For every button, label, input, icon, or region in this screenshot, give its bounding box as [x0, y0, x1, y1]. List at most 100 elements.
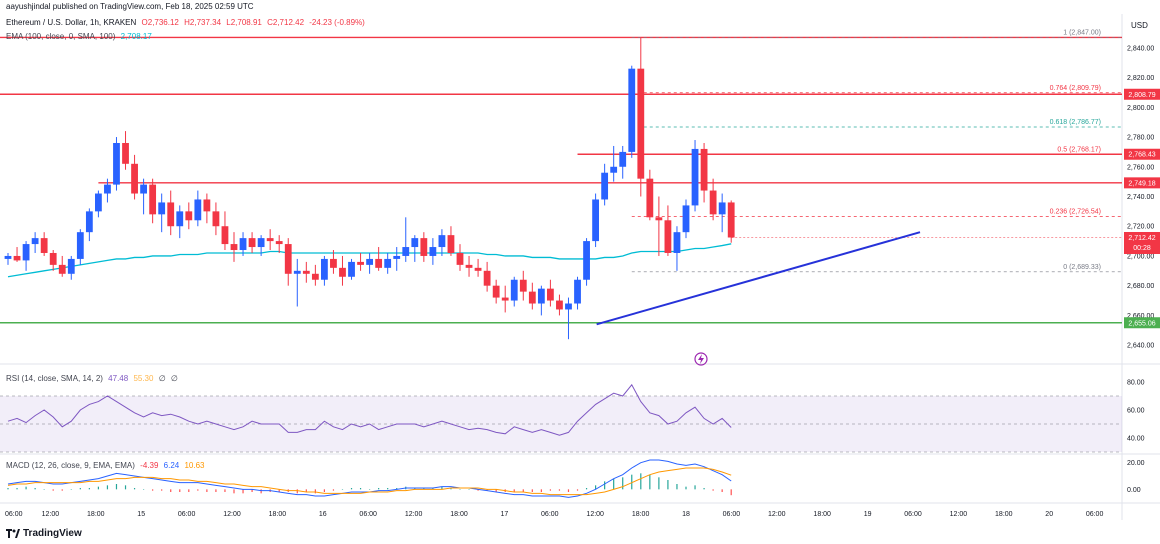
- macd-histogram-bar: [323, 489, 325, 492]
- macd-histogram-bar: [468, 489, 470, 490]
- candle-body: [709, 190, 717, 215]
- candle-body: [592, 199, 599, 242]
- macd-histogram-bar: [576, 489, 579, 491]
- macd-histogram-bar: [197, 489, 199, 491]
- macd-histogram-bar: [486, 489, 488, 491]
- candle-body: [556, 300, 563, 310]
- support-trendline: [596, 231, 921, 326]
- candle-body: [637, 68, 645, 179]
- candle-body: [149, 184, 157, 215]
- macd-histogram-bar: [703, 488, 705, 490]
- candle-body: [438, 235, 446, 248]
- macd-histogram-bar: [161, 489, 163, 491]
- candle-body: [411, 238, 419, 248]
- macd-histogram-bar: [477, 489, 479, 491]
- macd-histogram-bar: [369, 489, 371, 490]
- time-tick-label: 18:00: [813, 511, 831, 518]
- time-tick-label: 06:00: [723, 511, 741, 518]
- macd-histogram-bar: [332, 489, 335, 491]
- alert-marker-icon: [694, 352, 708, 366]
- macd-histogram-bar: [712, 489, 714, 491]
- macd-histogram-bar: [170, 489, 172, 492]
- level-price-tag-text: 2,808.79: [1128, 92, 1155, 99]
- macd-histogram-bar: [133, 488, 136, 490]
- candle-body: [140, 184, 147, 194]
- macd-legend[interactable]: MACD (12, 26, close, 9, EMA, EMA) -4.39 …: [6, 461, 207, 470]
- candle-body: [474, 267, 482, 271]
- fib-level-label: 0.5 (2,768.17): [1057, 147, 1101, 154]
- macd-histogram-bar: [414, 488, 416, 490]
- macd-histogram-bar: [459, 489, 461, 490]
- candle-body: [610, 166, 618, 173]
- time-tick-label: 06:00: [5, 511, 23, 518]
- macd-histogram-bar: [7, 488, 9, 490]
- price-tick-label: 2,700.00: [1127, 253, 1154, 260]
- time-tick-label: 15: [137, 511, 145, 518]
- candle-body: [519, 279, 527, 292]
- macd-histogram-bar: [685, 486, 687, 490]
- macd-label: MACD (12, 26, close, 9, EMA, EMA): [6, 461, 135, 470]
- macd-histogram-bar: [396, 488, 398, 490]
- candle-body: [131, 163, 138, 194]
- price-tick-label: 2,720.00: [1127, 224, 1154, 231]
- candle-body: [266, 238, 274, 242]
- macd-histogram-bar: [278, 489, 280, 492]
- macd-histogram-bar: [70, 489, 72, 490]
- time-tick-label: 12:00: [768, 511, 786, 518]
- candle-body: [574, 279, 581, 304]
- macd-histogram-bar: [441, 486, 443, 490]
- ema-legend[interactable]: EMA (100, close, 0, SMA, 100) 2,708.17: [6, 32, 155, 41]
- candle-body: [456, 252, 464, 265]
- time-tick-label: 12:00: [223, 511, 241, 518]
- macd-histogram-bar: [296, 489, 298, 494]
- tradingview-footer[interactable]: TradingView: [6, 528, 82, 539]
- macd-histogram-bar: [549, 489, 551, 491]
- macd-hist-value: -4.39: [140, 461, 159, 470]
- macd-histogram-bar: [513, 489, 515, 492]
- candle-body: [682, 205, 690, 233]
- candle-body: [4, 255, 12, 259]
- candle-body: [203, 199, 211, 212]
- countdown-text: 00:28: [1133, 245, 1151, 252]
- candle-body: [348, 261, 355, 277]
- candle-body: [628, 68, 636, 152]
- candle-body: [67, 258, 75, 274]
- ema-value: 2,708.17: [120, 32, 152, 41]
- candle-body: [646, 178, 654, 218]
- candle-body: [284, 244, 292, 274]
- macd-histogram-bar: [622, 477, 624, 490]
- lightning-icon: [698, 354, 704, 364]
- macd-value: 6.24: [163, 461, 180, 470]
- price-tick-label: 2,820.00: [1127, 75, 1154, 82]
- candle-body: [104, 184, 111, 194]
- candle-body: [664, 220, 672, 253]
- macd-histogram-bar: [558, 489, 561, 491]
- price-tick-label: 2,780.00: [1127, 135, 1154, 142]
- rsi-legend[interactable]: RSI (14, close, SMA, 14, 2) 47.48 55.30 …: [6, 374, 181, 383]
- macd-histogram-bar: [432, 488, 434, 490]
- time-tick-label: 18:00: [450, 511, 468, 518]
- candle-body: [40, 238, 48, 253]
- macd-histogram-bar: [305, 489, 307, 492]
- macd-histogram-bar: [658, 477, 660, 490]
- time-tick-label: 12:00: [405, 511, 423, 518]
- level-price-tag-text: 2,749.18: [1128, 180, 1155, 187]
- candle-body: [311, 273, 319, 280]
- macd-histogram-bar: [97, 486, 99, 490]
- time-tick-label: 06:00: [1086, 511, 1104, 518]
- macd-histogram-bar: [224, 489, 226, 492]
- candle-body: [718, 202, 726, 215]
- tradingview-logo-icon: [6, 528, 20, 538]
- macd-histogram-bar: [188, 489, 190, 492]
- candle-body: [58, 264, 66, 274]
- candle-body: [22, 244, 30, 261]
- macd-histogram-bar: [450, 488, 452, 490]
- time-tick-label: 20: [1045, 511, 1053, 518]
- macd-histogram-bar: [242, 489, 244, 494]
- price-tick-label: 2,680.00: [1127, 283, 1154, 290]
- macd-histogram-bar: [640, 473, 642, 490]
- candle-body: [393, 255, 401, 259]
- level-price-tag: [1124, 317, 1160, 329]
- candle-body: [31, 238, 39, 245]
